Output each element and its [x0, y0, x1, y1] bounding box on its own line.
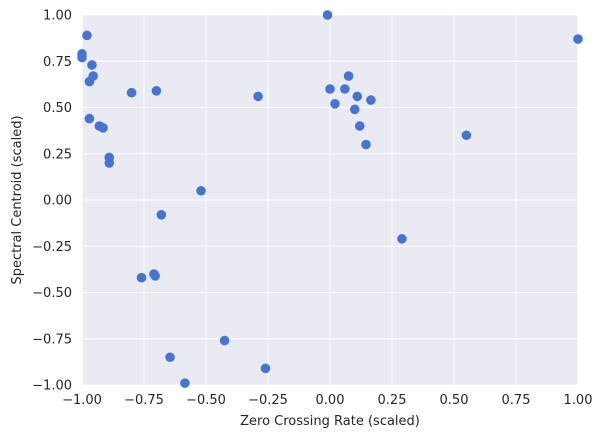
data-point [354, 121, 365, 131]
y-tick-label: 0.75 [43, 55, 72, 70]
data-point [87, 60, 97, 70]
data-point [77, 52, 87, 63]
x-tick-label: 1.00 [564, 393, 593, 408]
data-point [322, 10, 333, 20]
data-point [343, 71, 354, 81]
data-point [98, 123, 108, 133]
y-tick-label: 0.00 [43, 194, 72, 209]
x-tick-labels: −1.00 −0.75 −0.50 −0.25 0.00 0.25 0.50 0.75 1.00 [62, 393, 592, 408]
data-point [352, 91, 363, 102]
x-axis-label: Zero Crossing Rate (scaled) [240, 414, 420, 429]
data-points [77, 10, 583, 388]
data-point [340, 84, 350, 94]
x-tick-label: 0.25 [378, 393, 407, 408]
x-tick-label: −0.75 [124, 393, 164, 408]
data-point [82, 30, 92, 41]
data-point [366, 95, 376, 105]
data-point [151, 86, 162, 96]
data-point [150, 271, 160, 281]
data-point [397, 234, 407, 244]
grid-lines [81, 14, 579, 386]
y-axis-label: Spectral Centroid (scaled) [10, 115, 25, 284]
data-point [104, 158, 115, 168]
data-point [350, 104, 360, 115]
x-tick-label: −0.50 [186, 393, 226, 408]
data-point [156, 210, 167, 220]
y-tick-label: 1.00 [43, 9, 72, 24]
y-tick-label: −0.75 [32, 332, 72, 347]
data-point [165, 352, 175, 363]
y-tick-label: 0.25 [43, 147, 72, 162]
data-point [330, 99, 340, 109]
data-point [126, 87, 137, 98]
y-tick-label: 0.50 [43, 101, 72, 116]
data-point [260, 363, 271, 374]
x-tick-label: −1.00 [62, 393, 102, 408]
x-tick-label: −0.25 [248, 393, 288, 408]
y-tick-label: −1.00 [32, 379, 72, 394]
data-point [180, 378, 190, 388]
data-point [253, 91, 263, 102]
x-tick-label: 0.75 [502, 393, 531, 408]
x-tick-label: 0.00 [316, 393, 345, 408]
data-point [325, 84, 335, 94]
data-point [219, 335, 230, 346]
data-point [573, 34, 583, 44]
data-point [84, 113, 95, 124]
y-tick-label: −0.25 [32, 240, 72, 255]
data-point [361, 139, 371, 150]
data-point [196, 185, 206, 196]
y-tick-labels: −1.00 −0.75 −0.50 −0.25 0.00 0.25 0.50 0.75 1.00 [32, 9, 72, 394]
x-tick-label: 0.50 [440, 393, 469, 408]
data-point [84, 76, 95, 87]
data-point [136, 272, 147, 283]
data-point [461, 130, 472, 141]
y-tick-label: −0.50 [32, 286, 72, 301]
